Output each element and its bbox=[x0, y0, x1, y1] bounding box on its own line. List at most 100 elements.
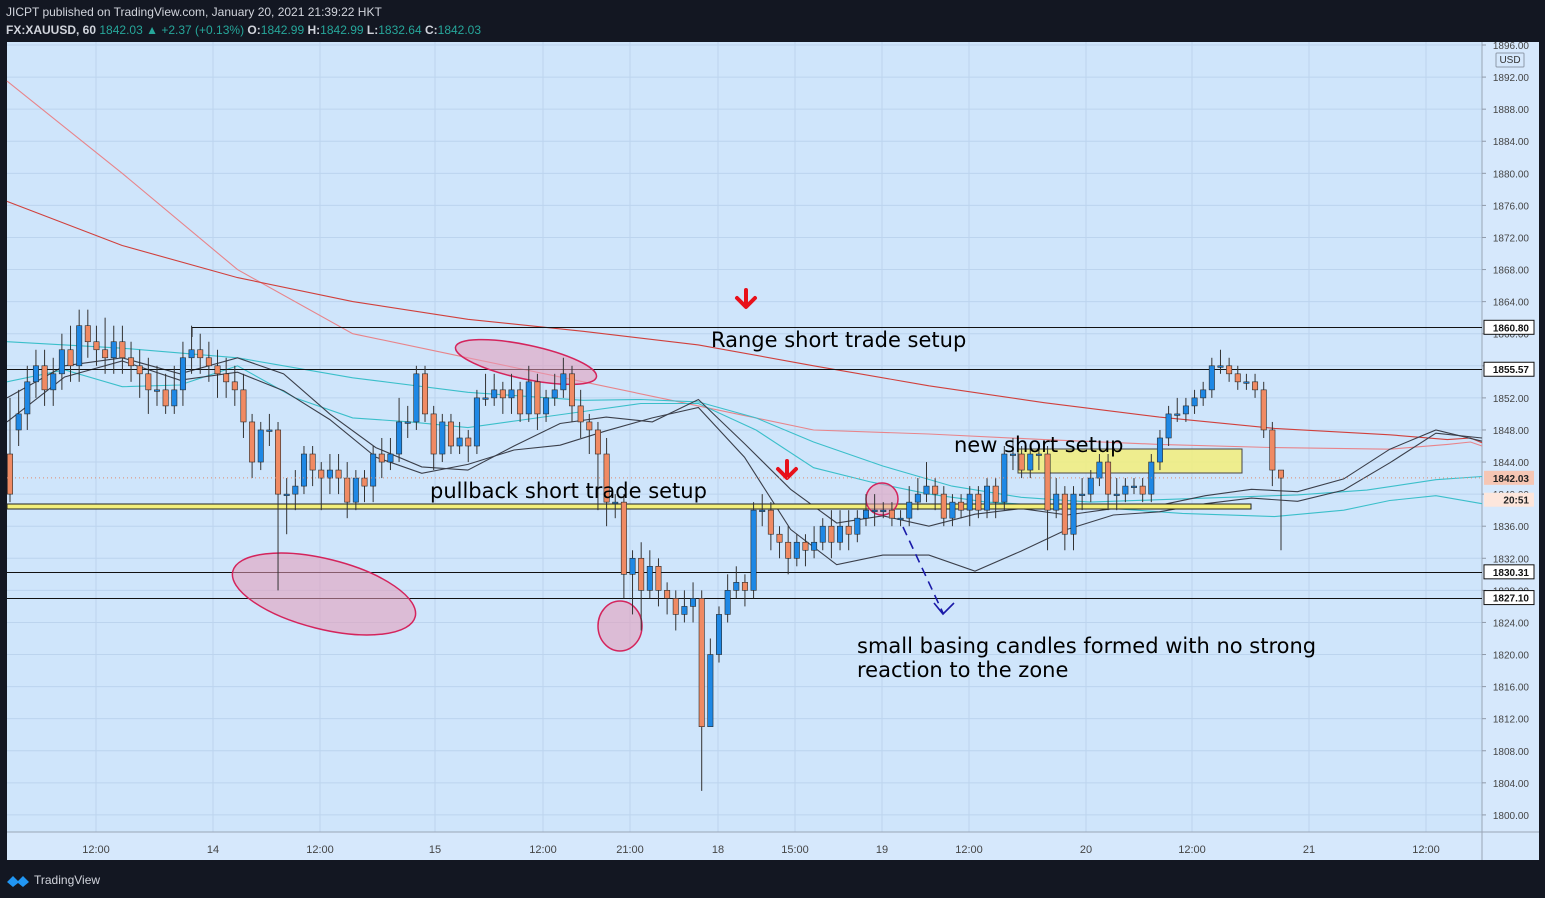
candle-body bbox=[741, 582, 748, 591]
price-tick-label: 1832.00 bbox=[1493, 554, 1530, 565]
candle-body bbox=[1278, 469, 1284, 479]
candle-body bbox=[716, 614, 722, 655]
close-label: C: bbox=[424, 23, 438, 37]
time-tick-label: 12:00 bbox=[82, 844, 110, 856]
candle-body bbox=[785, 541, 792, 559]
candle-body bbox=[15, 413, 22, 431]
candle-body bbox=[759, 509, 766, 512]
candle-body bbox=[1079, 493, 1086, 496]
time-tick-label: 12:00 bbox=[955, 844, 983, 856]
price-tag-label: 1855.57 bbox=[1493, 365, 1530, 376]
candle-body bbox=[828, 525, 835, 543]
candle-body bbox=[698, 598, 705, 728]
candle-body bbox=[119, 341, 126, 359]
candle-body bbox=[672, 598, 679, 615]
candle-body bbox=[534, 381, 541, 415]
candle-body bbox=[1234, 373, 1241, 383]
candle-body bbox=[352, 477, 359, 503]
candle-body bbox=[949, 501, 956, 519]
candle-body bbox=[24, 381, 31, 415]
candle-body bbox=[275, 429, 282, 495]
candle-body bbox=[1260, 389, 1267, 431]
candle-body bbox=[1182, 405, 1189, 415]
candle-body bbox=[586, 421, 593, 431]
candle-body bbox=[188, 349, 195, 359]
price-tick-label: 1880.00 bbox=[1493, 169, 1530, 180]
chart-header: JICPT published on TradingView.com, Janu… bbox=[0, 0, 1545, 42]
candle-body bbox=[862, 509, 869, 519]
candle-body bbox=[940, 493, 947, 519]
candle-body bbox=[309, 453, 316, 471]
price-tick-label: 1812.00 bbox=[1493, 715, 1530, 726]
candle-body bbox=[1035, 453, 1042, 456]
candle-body bbox=[50, 373, 57, 391]
candle-body bbox=[793, 541, 800, 559]
price-tick-label: 1888.00 bbox=[1493, 105, 1530, 116]
grid bbox=[7, 42, 1482, 832]
candle-body bbox=[854, 517, 861, 535]
annotation-basing-line2: reaction to the zone bbox=[857, 658, 1068, 682]
price-tag-box bbox=[1484, 492, 1534, 507]
candle-body bbox=[456, 437, 463, 447]
projection-arrow bbox=[902, 526, 944, 614]
candle-body bbox=[413, 373, 420, 423]
close-value: 1842.03 bbox=[437, 23, 482, 37]
price-tick-label: 1884.00 bbox=[1493, 137, 1530, 148]
price-change-icon: ▲ bbox=[146, 23, 158, 37]
candle-body bbox=[1217, 365, 1224, 368]
candle-body bbox=[837, 525, 844, 543]
candle-body bbox=[1105, 461, 1112, 495]
red-arrow-icon bbox=[735, 288, 757, 309]
candle-body bbox=[888, 509, 895, 519]
candle-body bbox=[266, 429, 273, 432]
time-axis-ticks: 12:00 14 12:00 15 12:00 21:00 18 15:00 19 12:00 20… bbox=[82, 844, 1440, 856]
candle-body bbox=[93, 341, 100, 351]
highlight-ellipse-low bbox=[597, 600, 643, 652]
candle-body bbox=[517, 389, 524, 415]
candle-body bbox=[569, 373, 575, 407]
candle-body bbox=[1044, 453, 1051, 511]
candle-body bbox=[41, 365, 48, 391]
candle-body bbox=[361, 477, 368, 487]
candle-body bbox=[179, 357, 186, 391]
low-value: 1832.64 bbox=[378, 23, 422, 37]
candle-body bbox=[439, 421, 446, 455]
candle-body bbox=[102, 349, 109, 359]
candle-body bbox=[551, 389, 558, 399]
candle-body bbox=[1191, 397, 1198, 407]
price-tag-box bbox=[1484, 470, 1534, 485]
tradingview-logo-icon bbox=[7, 876, 29, 887]
candle-body bbox=[205, 357, 212, 367]
candle-body bbox=[984, 485, 991, 511]
price-tag-box bbox=[1483, 319, 1535, 335]
price-axis-background bbox=[1482, 42, 1539, 832]
time-tick-label: 12:00 bbox=[1412, 844, 1440, 856]
candle-body bbox=[733, 582, 740, 591]
candle-body bbox=[802, 541, 809, 551]
candle-body bbox=[819, 525, 826, 543]
price-tick-label: 1892.00 bbox=[1493, 73, 1530, 84]
publisher-line: JICPT published on TradingView.com, Janu… bbox=[6, 5, 382, 19]
candle-body bbox=[482, 397, 489, 400]
candle-body bbox=[681, 606, 688, 615]
price-tick-label: 1876.00 bbox=[1493, 201, 1530, 212]
annotation-basing-line1: small basing candles formed with no stro… bbox=[857, 634, 1316, 658]
time-tick-label: 19 bbox=[876, 844, 888, 856]
candle-body bbox=[128, 357, 135, 367]
candle-body bbox=[1139, 485, 1146, 495]
candle-body bbox=[240, 389, 247, 423]
price-tag-label: 1860.80 bbox=[1493, 323, 1530, 334]
price-tag-label: 1842.03 bbox=[1493, 474, 1530, 485]
price-tick-label: 1804.00 bbox=[1493, 779, 1530, 790]
time-axis-background bbox=[7, 832, 1539, 860]
candle-body bbox=[932, 485, 939, 495]
candle-body bbox=[612, 501, 619, 504]
candle-body bbox=[664, 590, 671, 599]
candle-body bbox=[1156, 437, 1163, 463]
price-tick-label: 1844.00 bbox=[1493, 458, 1530, 469]
candle-body bbox=[1087, 477, 1094, 495]
symbol-label: FX:XAUUSD, 60 bbox=[6, 23, 97, 37]
price-tag-box bbox=[1483, 590, 1535, 606]
candle-body bbox=[638, 557, 645, 591]
